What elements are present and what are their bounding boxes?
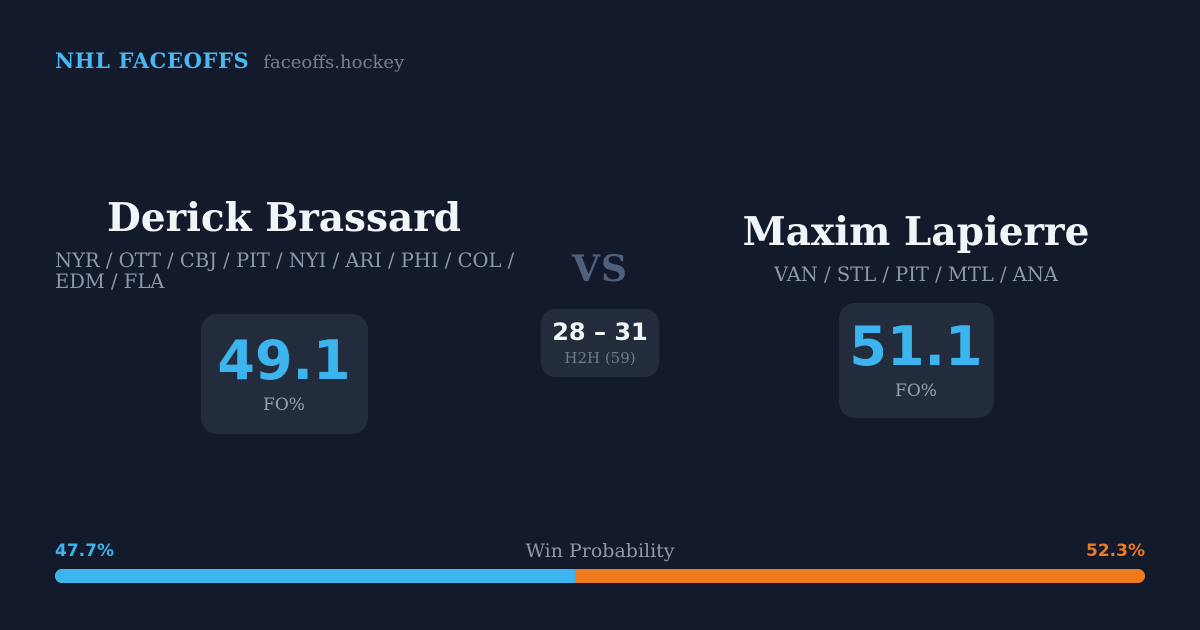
player-left-fo-value: 49.1 <box>217 328 351 392</box>
brand-title: NHL FACEOFFS <box>55 48 250 73</box>
h2h-score: 28 – 31 <box>552 317 648 346</box>
player-left-panel: Derick Brassard NYR / OTT / CBJ / PIT / … <box>55 195 515 434</box>
player-right-teams: VAN / STL / PIT / MTL / ANA <box>687 264 1145 285</box>
teams-line: VAN / STL / PIT / MTL / ANA <box>773 263 1059 286</box>
player-right-fo-value: 51.1 <box>849 315 983 378</box>
win-prob-bar-fill <box>55 569 575 583</box>
player-left-fo-label: FO% <box>263 394 305 415</box>
player-left-teams: NYR / OTT / CBJ / PIT / NYI / ARI / PHI … <box>55 249 515 293</box>
player-right-fo-label: FO% <box>895 381 937 401</box>
player-right-panel: Maxim Lapierre VAN / STL / PIT / MTL / A… <box>687 210 1145 418</box>
player-right-fo-card: 51.1 FO% <box>838 303 994 418</box>
matchup-center-panel: VS 28 – 31 H2H (59) <box>513 248 687 377</box>
win-prob-bar <box>55 569 1145 583</box>
player-right-name: Maxim Lapierre <box>742 209 1090 255</box>
site-url: faceoffs.hockey <box>263 52 405 73</box>
player-left-name: Derick Brassard <box>106 195 462 241</box>
win-prob-left-pct: 47.7% <box>55 541 114 561</box>
win-prob-title: Win Probability <box>525 540 675 562</box>
teams-line: EDM / FLA <box>55 270 165 293</box>
teams-line: NYR / OTT / CBJ / PIT / NYI / ARI / PHI … <box>55 249 515 272</box>
h2h-card: 28 – 31 H2H (59) <box>541 309 659 377</box>
win-prob-right-pct: 52.3% <box>1086 541 1145 561</box>
vs-label: VS <box>572 248 628 290</box>
player-left-fo-card: 49.1 FO% <box>200 314 368 434</box>
h2h-label: H2H (59) <box>564 348 636 367</box>
header: NHL FACEOFFS faceoffs.hockey <box>55 48 404 73</box>
